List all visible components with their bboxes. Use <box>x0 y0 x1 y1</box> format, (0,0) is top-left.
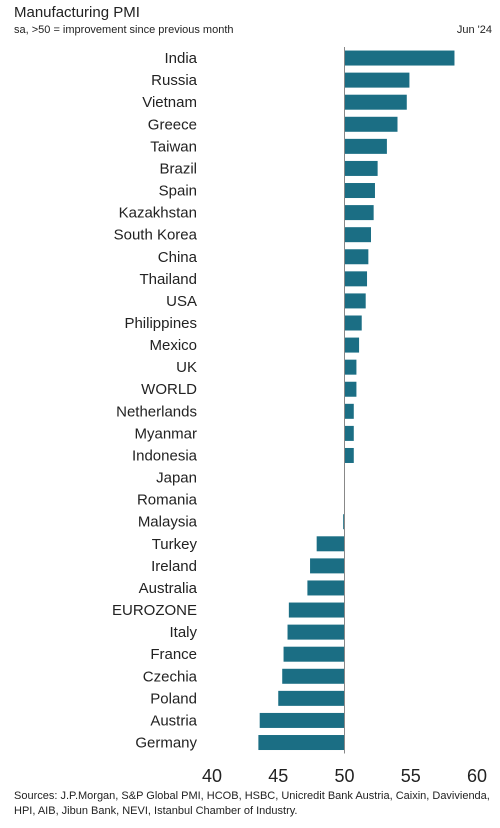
category-label: Philippines <box>124 315 197 332</box>
category-label: EUROZONE <box>112 602 197 619</box>
bar-australia <box>307 580 345 596</box>
bar-uk <box>344 359 357 375</box>
bar-thailand <box>344 271 368 287</box>
category-label: Romania <box>137 492 198 509</box>
bar-myanmar <box>344 425 354 441</box>
category-label: Myanmar <box>134 425 197 442</box>
x-tick-label: 60 <box>467 766 487 786</box>
category-label: South Korea <box>114 227 198 244</box>
bar-spain <box>344 183 375 199</box>
category-label: Italy <box>169 624 197 641</box>
bar-world <box>344 381 357 397</box>
bars-group <box>258 50 455 751</box>
category-label: Spain <box>159 183 197 200</box>
x-axis-ticks-group: 40 45 50 55 60 <box>202 766 487 786</box>
category-label: Kazakhstan <box>119 205 197 222</box>
bar-south-korea <box>344 227 371 243</box>
category-labels-group: India Russia Vietnam Greece Taiwan Brazil Spai… <box>112 50 198 751</box>
bar-taiwan <box>344 138 387 154</box>
x-tick-label: 50 <box>334 766 354 786</box>
bar-france <box>283 646 345 662</box>
bar-vietnam <box>344 94 407 110</box>
bar-netherlands <box>344 403 354 419</box>
category-label: Brazil <box>159 160 197 177</box>
category-label: Malaysia <box>138 514 198 531</box>
category-label: Czechia <box>143 668 198 685</box>
chart-date: Jun '24 <box>456 24 492 36</box>
bar-russia <box>344 72 410 88</box>
chart-subtitle: sa, >50 = improvement since previous mon… <box>14 24 234 36</box>
category-label: Poland <box>150 690 197 707</box>
x-tick-label: 45 <box>268 766 288 786</box>
bar-kazakhstan <box>344 205 374 221</box>
bar-brazil <box>344 160 378 176</box>
sources-note: Sources: J.P.Morgan, S&P Global PMI, HCO… <box>14 790 490 817</box>
category-label: Russia <box>151 72 198 89</box>
x-tick-label: 55 <box>401 766 421 786</box>
category-label: Indonesia <box>132 447 198 464</box>
category-label: Ireland <box>151 558 197 575</box>
bar-mexico <box>344 337 360 353</box>
category-label: Netherlands <box>116 403 197 420</box>
category-label: Greece <box>148 116 197 133</box>
category-label: India <box>164 50 197 67</box>
category-label: Turkey <box>152 536 198 553</box>
bar-czechia <box>282 668 345 684</box>
bar-malaysia <box>343 514 345 530</box>
category-label: WORLD <box>141 381 197 398</box>
category-label: Taiwan <box>150 138 197 155</box>
category-label: Austria <box>150 712 197 729</box>
bar-usa <box>344 293 366 309</box>
bar-germany <box>258 735 345 751</box>
bar-austria <box>259 712 345 728</box>
bar-philippines <box>344 315 362 331</box>
category-label: Vietnam <box>142 94 197 111</box>
category-label: China <box>158 249 198 266</box>
category-label: France <box>150 646 197 663</box>
category-label: Germany <box>135 735 197 752</box>
bar-greece <box>344 116 398 132</box>
bar-turkey <box>316 536 345 552</box>
category-label: Australia <box>139 580 198 597</box>
x-tick-label: 40 <box>202 766 222 786</box>
category-label: Mexico <box>149 337 197 354</box>
bar-poland <box>278 690 345 706</box>
chart-title: Manufacturing PMI <box>14 4 140 21</box>
category-label: USA <box>166 293 197 310</box>
bar-indonesia <box>344 447 354 463</box>
bar-china <box>344 249 369 265</box>
bar-ireland <box>310 558 345 574</box>
bar-india <box>344 50 455 66</box>
category-label: Thailand <box>139 271 197 288</box>
category-label: UK <box>176 359 197 376</box>
bar-eurozone <box>288 602 345 618</box>
bar-italy <box>287 624 345 640</box>
category-label: Japan <box>156 470 197 487</box>
